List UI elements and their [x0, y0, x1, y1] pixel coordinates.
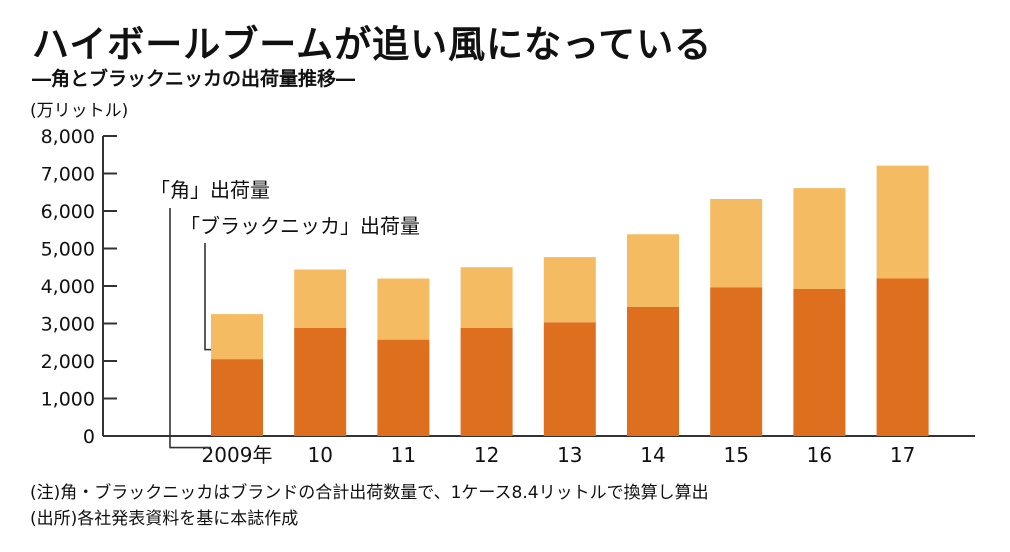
y-tick-label: 2,000: [41, 351, 95, 373]
x-tick-label: 15: [723, 443, 748, 467]
x-tick-label: 11: [391, 443, 416, 467]
bar-black-nikka: [710, 199, 763, 288]
legend-label-black-nikka: 「ブラックニッカ」出荷量: [180, 214, 420, 238]
y-tick-label: 3,000: [41, 314, 95, 336]
footnote-note: (注)角・ブラックニッカはブランドの合計出荷数量で、1ケース8.4リットルで換算…: [30, 483, 709, 503]
y-tick-label: 4,000: [41, 276, 95, 298]
legend-label-kaku: 「角」出荷量: [150, 178, 270, 202]
bar-black-nikka: [460, 267, 513, 328]
bar-kaku: [377, 339, 430, 436]
bar-black-nikka: [876, 165, 929, 279]
x-tick-label: 10: [307, 443, 332, 467]
bar-black-nikka: [543, 257, 596, 323]
y-tick-label: 6,000: [41, 201, 95, 223]
x-tick-label: 12: [474, 443, 499, 467]
bar-kaku: [211, 359, 263, 436]
bar-kaku: [627, 307, 679, 436]
y-tick-label: 1,000: [41, 389, 95, 411]
bar-kaku: [543, 322, 596, 436]
x-tick-label: 16: [807, 443, 832, 467]
bar-kaku: [460, 328, 513, 436]
y-tick-label: 8,000: [41, 126, 95, 148]
y-axis-unit: (万リットル): [30, 101, 129, 121]
bar-black-nikka: [793, 188, 846, 289]
bar-black-nikka: [377, 278, 430, 340]
chart-title: ハイボールブームが追い風になっている: [32, 22, 713, 66]
bar-kaku: [876, 278, 929, 436]
x-tick-label: 14: [640, 443, 665, 467]
x-tick-label: 2009年: [202, 443, 273, 467]
legend-leader-kaku: [169, 208, 211, 449]
legend-leader-black-nikka: [204, 243, 211, 351]
chart-subtitle: ―角とブラックニッカの出荷量推移―: [32, 68, 356, 90]
x-tick-label: 13: [557, 443, 582, 467]
bar-black-nikka: [294, 269, 347, 328]
y-tick-label: 5,000: [41, 239, 95, 261]
bar-kaku: [710, 287, 763, 436]
footnote-source: (出所)各社発表資料を基に本誌作成: [30, 509, 299, 529]
bar-black-nikka: [627, 234, 679, 307]
y-tick-label: 7,000: [41, 164, 95, 186]
x-tick-label: 17: [890, 443, 915, 467]
y-tick-label: 0: [83, 426, 95, 448]
bar-black-nikka: [211, 314, 263, 360]
bar-kaku: [294, 328, 347, 436]
bar-kaku: [793, 289, 846, 436]
